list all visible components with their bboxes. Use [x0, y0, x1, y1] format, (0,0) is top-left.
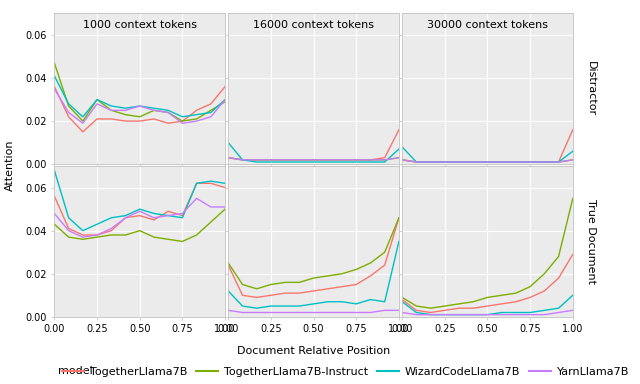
Legend: TogetherLlama7B, TogetherLlama7B-Instruct, WizardCodeLlama7B, YarnLlama7B: TogetherLlama7B, TogetherLlama7B-Instruc… — [62, 366, 629, 377]
Text: Attention: Attention — [4, 139, 15, 191]
Text: model: model — [58, 366, 92, 376]
Text: Distractor: Distractor — [586, 61, 596, 116]
Text: True Document: True Document — [586, 199, 596, 284]
Text: 16000 context tokens: 16000 context tokens — [253, 20, 374, 30]
Text: 1000 context tokens: 1000 context tokens — [83, 20, 196, 30]
Text: 30000 context tokens: 30000 context tokens — [427, 20, 548, 30]
Text: Document Relative Position: Document Relative Position — [237, 346, 390, 356]
